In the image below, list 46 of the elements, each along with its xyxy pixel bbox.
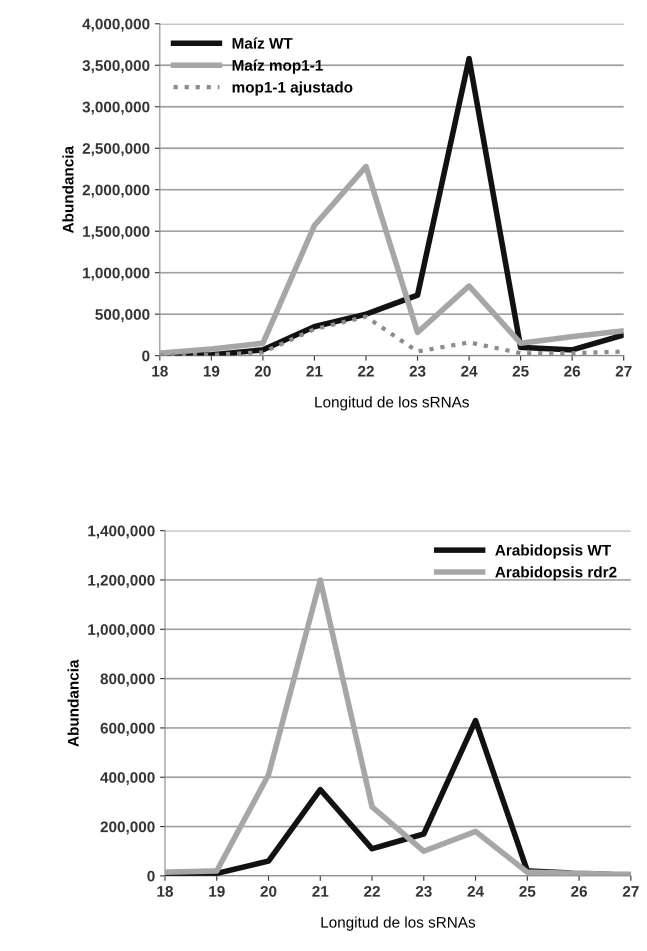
y-tick-label: 1,400,000	[88, 526, 155, 539]
y-tick-label: 3,000,000	[82, 102, 150, 115]
x-tick-label: 18	[157, 886, 174, 897]
x-tick-label: 23	[416, 886, 432, 897]
x-tick-label: 27	[622, 886, 639, 897]
x-tick-label: 20	[260, 886, 276, 897]
x-tick-label: 21	[306, 366, 323, 376]
x-tick-label: 24	[461, 366, 478, 376]
x-axis-title: Longitud de los sRNAs	[315, 396, 469, 411]
y-tick-label: 600,000	[100, 722, 155, 736]
legend-label: mop1-1 ajustado	[232, 81, 352, 96]
legend-label: Maíz mop1-1	[232, 59, 323, 74]
x-tick-label: 22	[364, 886, 380, 897]
x-tick-label: 25	[519, 886, 536, 897]
y-tick-label: 1,200,000	[88, 574, 155, 588]
x-tick-label: 19	[209, 886, 225, 897]
y-tick-label: 400,000	[100, 772, 155, 786]
y-tick-label: 1,500,000	[83, 226, 150, 240]
legend-label: Arabidopsis rdr2	[495, 566, 616, 581]
x-tick-label: 21	[312, 886, 328, 897]
x-tick-label: 19	[204, 366, 220, 377]
x-tick-label: 26	[564, 366, 580, 377]
legend-label: Arabidopsis WT	[495, 544, 611, 559]
x-tick-label: 20	[254, 366, 271, 377]
y-tick-label: 2,500,000	[82, 143, 150, 156]
y-tick-label: 4,000,000	[82, 18, 150, 32]
legend-label: Maíz WT	[232, 37, 293, 49]
y-tick-label: 0	[147, 870, 155, 882]
x-tick-label: 22	[358, 366, 374, 376]
y-tick-label: 3,500,000	[82, 60, 150, 74]
x-tick-label: 26	[571, 886, 588, 897]
y-tick-label: 0	[142, 350, 150, 362]
y-tick-label: 2,000,000	[82, 184, 150, 198]
x-tick-label: 23	[410, 366, 426, 377]
x-tick-label: 18	[152, 366, 168, 377]
x-tick-label: 25	[512, 366, 529, 377]
y-tick-label: 500,000	[95, 309, 150, 322]
y-tick-label: 1,000,000	[88, 624, 155, 638]
x-tick-label: 27	[616, 366, 632, 376]
y-tick-label: 200,000	[100, 821, 155, 834]
y-axis-title: Abundancia	[68, 659, 79, 747]
y-tick-label: 800,000	[100, 673, 155, 687]
y-tick-label: 1,000,000	[83, 268, 150, 281]
x-axis-title: Longitud de los sRNAs	[321, 916, 476, 931]
x-tick-label: 24	[468, 886, 484, 897]
y-axis-title: Abundancia	[62, 146, 74, 234]
